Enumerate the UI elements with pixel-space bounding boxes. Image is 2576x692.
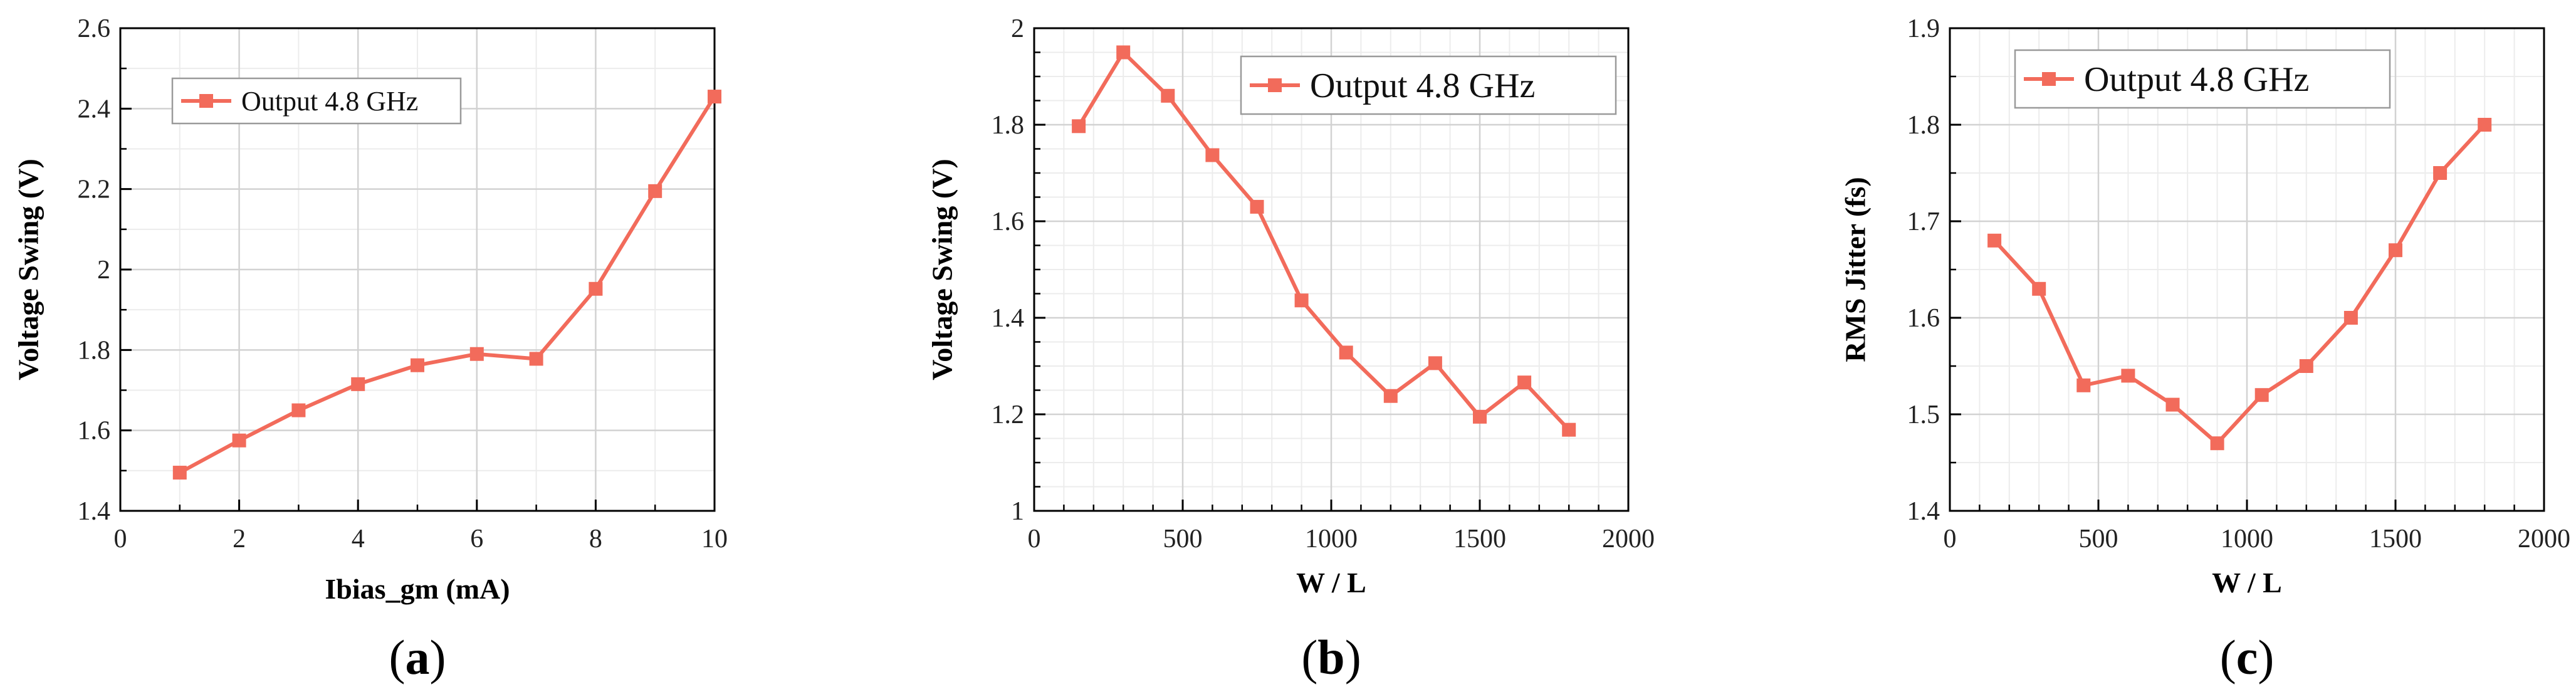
y-tick-label: 1.6 — [78, 417, 111, 446]
x-tick-label: 500 — [1163, 525, 1203, 553]
data-point — [1116, 45, 1131, 60]
data-point — [529, 352, 543, 366]
data-point — [1072, 119, 1086, 134]
data-point — [411, 358, 424, 372]
legend-marker — [199, 94, 213, 108]
legend-label: Output 4.8 GHz — [2084, 60, 2309, 99]
chart-panel-a: 0 2 4 6 8 10 1.4 1.6 1.8 2 2.2 2.4 2.6 Ibias_gm (mA) V… — [13, 14, 728, 684]
y-tick-label: 1.9 — [1907, 14, 1940, 43]
series-line — [1992, 123, 2486, 446]
data-point — [1339, 345, 1353, 360]
data-point — [1250, 199, 1264, 214]
legend: Output 4.8 GHz — [1240, 55, 1617, 115]
data-point — [2076, 378, 2091, 392]
y-axis-title: Voltage Swing (V) — [926, 159, 958, 380]
x-axis-title: Ibias_gm (mA) — [325, 573, 510, 605]
data-point — [2389, 243, 2402, 258]
x-tick-label: 0 — [114, 525, 127, 553]
x-tick-label: 1500 — [1453, 525, 1506, 553]
y-tick-label: 1.6 — [1907, 304, 1940, 333]
series-line — [1077, 50, 1571, 431]
x-tick-label: 8 — [589, 525, 602, 553]
y-tick-label: 1.5 — [1907, 401, 1940, 429]
data-point — [2254, 388, 2269, 402]
series-line — [179, 95, 716, 474]
x-tick-label: 2000 — [1602, 525, 1655, 553]
data-point — [589, 281, 603, 296]
y-tick-label: 1.7 — [1907, 207, 1940, 236]
legend-marker — [2042, 72, 2056, 86]
data-point — [2299, 359, 2313, 373]
y-tick-label: 1.8 — [78, 336, 111, 365]
data-point — [1517, 375, 1532, 390]
y-tick-label: 1 — [1011, 497, 1024, 526]
y-tick-label: 1.4 — [1907, 497, 1940, 526]
x-axis-title: W / L — [1296, 567, 1366, 599]
x-tick-label: 0 — [1028, 525, 1041, 553]
x-tick-label: 1000 — [2221, 525, 2273, 553]
data-point — [469, 347, 484, 361]
x-tick-label: 2 — [233, 525, 246, 553]
data-point — [1987, 233, 2002, 248]
data-point — [172, 466, 187, 480]
data-point — [2478, 118, 2492, 132]
panel-label: (a) — [389, 630, 446, 684]
data-point — [648, 184, 662, 198]
data-point — [291, 403, 306, 417]
y-tick-label: 1.8 — [1907, 111, 1940, 140]
x-tick-label: 0 — [1944, 525, 1957, 553]
legend: Output 4.8 GHz — [171, 77, 462, 125]
data-point — [2165, 397, 2180, 412]
x-tick-label: 1500 — [2369, 525, 2422, 553]
data-point — [1161, 88, 1175, 103]
y-tick-label: 2 — [1011, 14, 1024, 43]
data-point — [2210, 436, 2224, 451]
legend-label: Output 4.8 GHz — [241, 86, 418, 117]
x-tick-label: 1000 — [1305, 525, 1358, 553]
y-tick-label: 2.2 — [78, 176, 111, 204]
y-axis-title: Voltage Swing (V) — [13, 159, 45, 380]
data-point — [1383, 389, 1398, 403]
data-point — [2032, 281, 2046, 296]
y-tick-label: 2.4 — [78, 95, 111, 123]
x-axis-title: W / L — [2212, 567, 2282, 599]
y-tick-label: 1.2 — [992, 401, 1025, 429]
legend-label: Output 4.8 GHz — [1310, 66, 1535, 105]
x-tick-label: 6 — [470, 525, 483, 553]
y-tick-label: 2 — [97, 256, 110, 285]
y-tick-label: 2.6 — [78, 14, 111, 43]
x-tick-label: 2000 — [2518, 525, 2570, 553]
data-point — [1562, 422, 1576, 437]
y-tick-label: 1.4 — [78, 497, 111, 526]
x-tick-label: 4 — [352, 525, 365, 553]
data-point — [2121, 369, 2135, 383]
x-tick-label: 10 — [701, 525, 728, 553]
chart-panel-b: 0 500 1000 1500 2000 1 1.2 1.4 1.6 1.8 2 W / L Volta… — [926, 14, 1655, 684]
data-point — [351, 377, 365, 391]
legend: Output 4.8 GHz — [2014, 49, 2391, 109]
y-tick-label: 1.4 — [992, 304, 1025, 333]
legend-box — [2014, 49, 2391, 109]
panel-label: (c) — [2220, 630, 2275, 684]
panel-label: (b) — [1301, 630, 1361, 684]
data-point — [1428, 356, 1442, 370]
data-point — [1294, 293, 1309, 308]
legend-marker — [1268, 78, 1282, 92]
y-tick-label: 1.8 — [992, 111, 1025, 140]
y-tick-label: 1.6 — [992, 207, 1025, 236]
data-point — [1473, 409, 1487, 424]
data-point — [708, 90, 721, 104]
data-point — [1205, 148, 1220, 162]
x-tick-label: 500 — [2079, 525, 2118, 553]
data-point — [2343, 311, 2358, 325]
data-point — [2433, 166, 2448, 180]
chart-panel-c: 0 500 1000 1500 2000 1.4 1.5 1.6 1.7 1.8 1.9 W / L R… — [1840, 14, 2571, 684]
legend-box — [1240, 55, 1617, 115]
data-point — [232, 433, 246, 448]
y-axis-title: RMS Jitter (fs) — [1840, 177, 1872, 362]
